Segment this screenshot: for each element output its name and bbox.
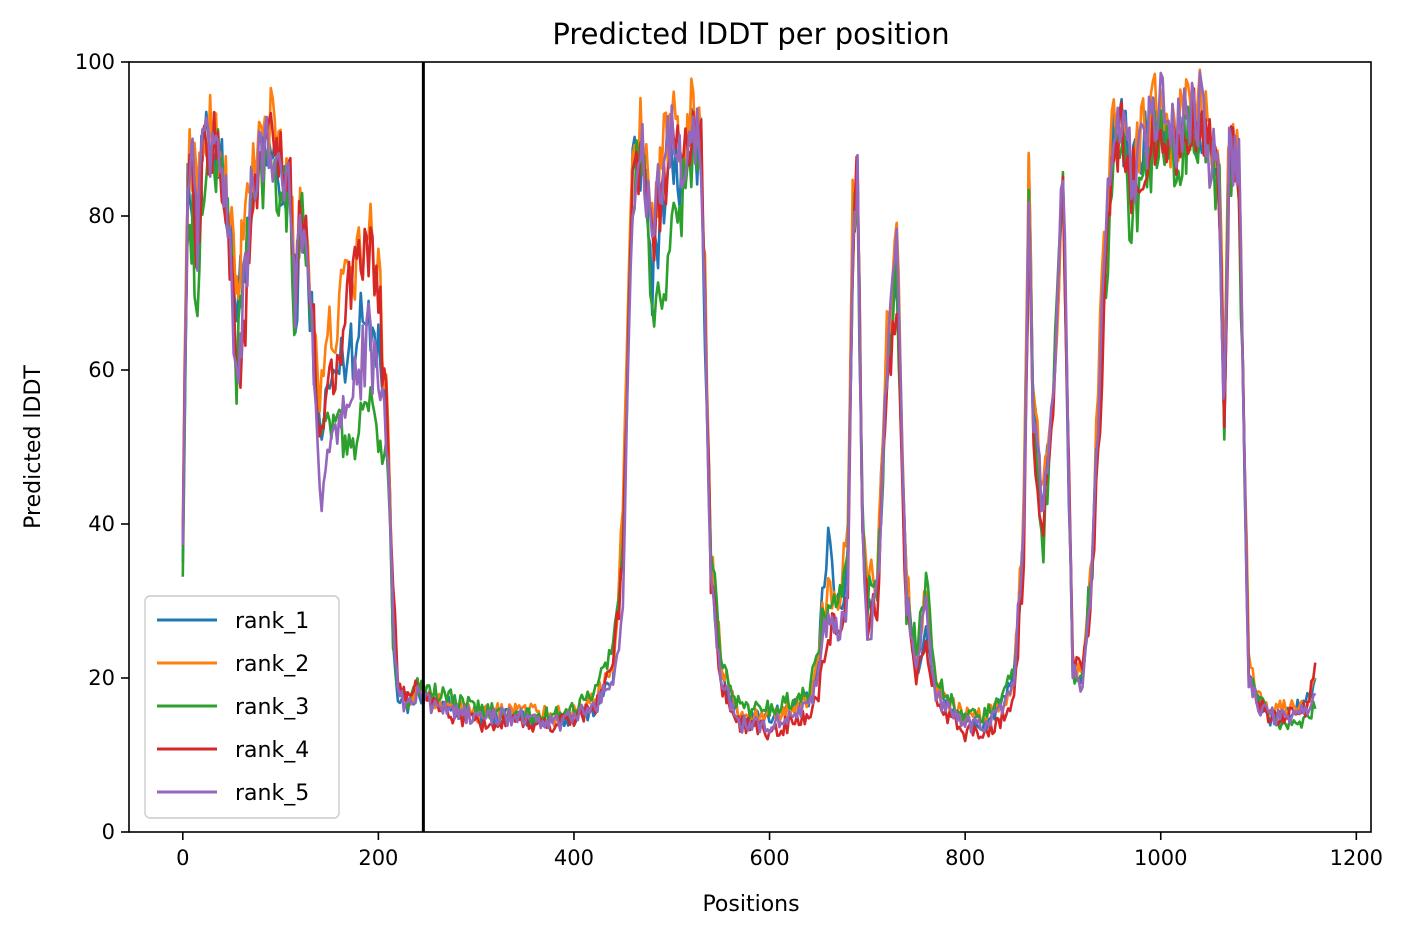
chart-title: Predicted lDDT per position: [552, 17, 949, 51]
series-line-rank_3: [181, 105, 1317, 731]
y-tick-label: 80: [88, 204, 115, 228]
x-tick-label: 1200: [1330, 846, 1383, 870]
legend-label-rank_1: rank_1: [235, 609, 309, 634]
y-tick-label: 20: [88, 666, 115, 690]
series-line-rank_5: [181, 70, 1317, 735]
plot-area: [181, 62, 1317, 832]
x-tick-label: 400: [554, 846, 594, 870]
y-tick-label: 40: [88, 512, 115, 536]
legend-label-rank_4: rank_4: [235, 738, 309, 763]
series-line-rank_1: [181, 91, 1317, 734]
axes: 0 200 400 600 800 1000 1200 0 20 40 60 80 100: [75, 50, 1383, 870]
x-tick-label: 800: [945, 846, 985, 870]
x-tick-label: 1000: [1134, 846, 1187, 870]
x-tick-label: 0: [176, 846, 189, 870]
legend-label-rank_3: rank_3: [235, 695, 309, 720]
legend: rank_1 rank_2 rank_3 rank_4 rank_5: [144, 595, 340, 819]
y-axis-label: Predicted lDDT: [21, 365, 46, 529]
x-tick-label: 600: [750, 846, 790, 870]
legend-box: [144, 595, 340, 819]
x-tick-label: 200: [358, 846, 398, 870]
y-tick-label: 60: [88, 358, 115, 382]
series-line-rank_4: [181, 87, 1317, 743]
x-axis-label: Positions: [702, 892, 799, 917]
y-tick-label: 0: [102, 820, 115, 844]
legend-label-rank_2: rank_2: [235, 652, 309, 677]
y-tick-label: 100: [75, 50, 115, 74]
plot-frame: [128, 61, 1372, 833]
legend-label-rank_5: rank_5: [235, 781, 309, 806]
